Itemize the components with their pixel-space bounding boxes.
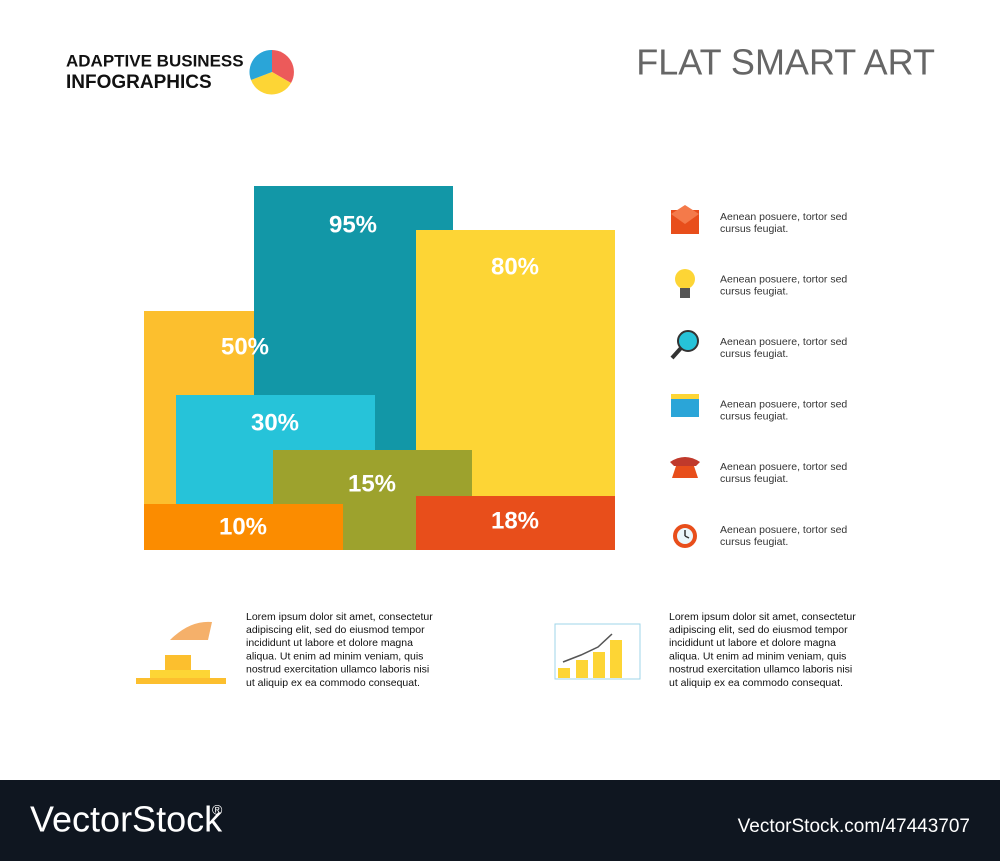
- legend-text: Aenean posuere, tortor sed: [720, 211, 847, 223]
- block-label: 15%: [348, 470, 396, 497]
- icon-coins: [136, 621, 226, 684]
- note-text: aliqua. Ut enim ad minim veniam, quis: [246, 650, 423, 662]
- note-text: incididunt ut labore et dolore magna: [669, 637, 836, 649]
- pie-logo: [249, 49, 294, 95]
- legend-text: cursus feugiat.: [720, 348, 788, 360]
- block-label: 80%: [491, 253, 539, 280]
- note-text: nostrud exercitation ullamco laboris nis…: [246, 664, 429, 676]
- icon-clock: [673, 524, 697, 548]
- icon-growth-chart: [554, 623, 641, 680]
- legend-text: cursus feugiat.: [720, 473, 788, 485]
- legend-text: Aenean posuere, tortor sed: [720, 336, 847, 348]
- page-title: FLAT SMART ART: [636, 42, 935, 83]
- legend-text: Aenean posuere, tortor sed: [720, 273, 847, 285]
- block-label: 30%: [251, 409, 299, 436]
- legend-text: cursus feugiat.: [720, 536, 788, 548]
- note-text: nostrud exercitation ullamco laboris nis…: [669, 664, 852, 676]
- legend-text: cursus feugiat.: [720, 411, 788, 423]
- note-text: Lorem ipsum dolor sit amet, consectetur: [246, 611, 433, 623]
- footer-brand: VectorStock: [30, 799, 223, 840]
- block: [416, 496, 615, 550]
- icon-magnifier: [670, 330, 699, 360]
- icon-mail: [671, 205, 699, 234]
- note-text: ut aliquip ex ea commodo consequat.: [246, 677, 420, 689]
- legend-text: Aenean posuere, tortor sed: [720, 399, 847, 411]
- legend-text: Aenean posuere, tortor sed: [720, 524, 847, 536]
- block: [144, 504, 343, 550]
- footer-mark: ®: [212, 802, 223, 818]
- note-text: ut aliquip ex ea commodo consequat.: [669, 677, 843, 689]
- brand-line: INFOGRAPHICS: [66, 72, 212, 93]
- legend-text: Aenean posuere, tortor sed: [720, 461, 847, 473]
- icon-bulb: [675, 269, 695, 298]
- brand-line: ADAPTIVE BUSINESS: [66, 51, 244, 70]
- note-text: aliqua. Ut enim ad minim veniam, quis: [669, 650, 846, 662]
- block-label: 10%: [219, 513, 267, 540]
- legend-text: cursus feugiat.: [720, 285, 788, 297]
- note-text: incididunt ut labore et dolore magna: [246, 637, 413, 649]
- block-label: 18%: [491, 507, 539, 534]
- icon-phone: [670, 457, 700, 478]
- icon-calendar: [671, 394, 699, 417]
- note-text: adipiscing elit, sed do eiusmod tempor: [246, 624, 425, 636]
- footer-id: VectorStock.com/47443707: [738, 816, 970, 837]
- note-text: adipiscing elit, sed do eiusmod tempor: [669, 624, 848, 636]
- footer-band: [0, 780, 1000, 861]
- block-label: 95%: [329, 211, 377, 238]
- block-label: 50%: [221, 333, 269, 360]
- legend-text: cursus feugiat.: [720, 223, 788, 235]
- note-text: Lorem ipsum dolor sit amet, consectetur: [669, 611, 856, 623]
